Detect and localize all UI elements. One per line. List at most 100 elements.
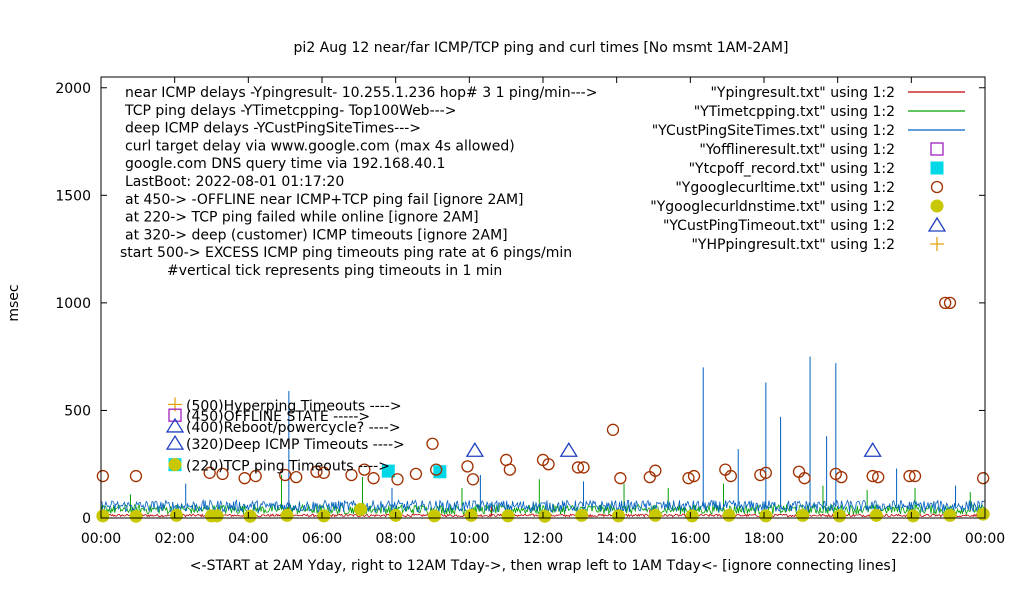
data-point <box>391 473 404 486</box>
series-1 <box>100 474 986 516</box>
annotation-text: at 220-> TCP ping failed while online [i… <box>125 210 479 226</box>
data-point <box>433 465 447 479</box>
legend-swatch <box>930 180 944 194</box>
series-4 <box>381 464 447 479</box>
data-point <box>501 509 515 523</box>
data-point <box>170 508 184 522</box>
axis-layer: 00:00 02:00 04:00 06:00 08:00 10:00 12:00 14:00… <box>55 76 1005 547</box>
data-point <box>210 509 224 523</box>
series-6 <box>96 502 990 523</box>
x-tick-label: 10:00 <box>449 531 489 547</box>
x-axis-label: <-START at 2AM Yday, right to 12AM Tday-… <box>190 558 896 574</box>
legend-entry-label: "YCustPingTimeout.txt" using 1:2 <box>663 218 895 234</box>
annotation-text: google.com DNS query time via 192.168.40… <box>125 156 445 172</box>
data-point <box>464 508 478 522</box>
y-tick-label: 2000 <box>55 81 91 97</box>
annotation-text: at 320-> deep (customer) ICMP timeouts [… <box>125 227 508 243</box>
data-point <box>612 509 626 523</box>
data-point <box>903 469 916 483</box>
x-tick-label: 14:00 <box>596 531 636 547</box>
annotation-text: #vertical tick represents ping timeouts … <box>167 263 502 279</box>
data-point <box>354 502 368 516</box>
marker-label: (220)TCP ping Timeouts ----> <box>186 459 390 475</box>
marker-label-symbol <box>165 417 185 433</box>
annotation-text: LastBoot: 2022-08-01 01:17:20 <box>125 174 344 190</box>
data-point <box>575 508 589 522</box>
annotation-text: deep ICMP delays -YCustPingSiteTimes---> <box>125 121 421 137</box>
data-point <box>430 463 443 476</box>
x-tick-label: 22:00 <box>891 531 931 547</box>
data-point <box>872 470 885 484</box>
legend-entry-label: "YCustPingSiteTimes.txt" using 1:2 <box>652 123 895 139</box>
data-point <box>426 437 439 450</box>
legend-entry-label: "Yofflineresult.txt" using 1:2 <box>699 142 895 158</box>
data-point <box>908 469 922 483</box>
y-tick-label: 500 <box>64 403 91 419</box>
data-point <box>358 463 371 476</box>
legend-entry-label: "Ypingresult.txt" using 1:2 <box>710 85 895 101</box>
x-tick-label: 20:00 <box>817 531 857 547</box>
data-point <box>538 509 552 523</box>
series-2 <box>100 356 986 514</box>
data-point <box>759 466 772 479</box>
marker-layer <box>96 296 990 523</box>
legend-entry-label: "YTimetcpping.txt" using 1:2 <box>694 104 895 120</box>
series-5 <box>96 296 990 486</box>
data-point <box>939 296 952 310</box>
x-tick-label: 08:00 <box>375 531 415 547</box>
data-point <box>571 461 585 474</box>
legend-swatch <box>927 216 947 232</box>
y-tick-label: 1000 <box>55 296 91 312</box>
data-point <box>427 509 441 523</box>
data-point <box>724 469 737 483</box>
data-point <box>96 509 110 523</box>
data-point <box>129 509 143 523</box>
marker-label: (400)Reboot/powercycle? ----> <box>186 420 401 436</box>
annotation-layer: near ICMP delays -Ypingresult- 10.255.1.… <box>120 85 597 475</box>
legend-entry-label: "YHPpingresult.txt" using 1:2 <box>691 237 895 253</box>
marker-label: (500)Hyperping Timeouts ----> <box>186 398 402 414</box>
legend: "Ypingresult.txt" using 1:2 "YTimetcpping… <box>650 85 965 253</box>
legend-swatch <box>930 237 944 251</box>
data-point <box>906 509 920 523</box>
data-point <box>754 468 767 482</box>
chart-title: pi2 Aug 12 near/far ICMP/TCP ping and cu… <box>294 40 789 56</box>
data-point <box>796 508 810 522</box>
data-point <box>216 467 229 481</box>
data-point <box>280 508 294 522</box>
x-tick-label: 00:00 <box>81 531 121 547</box>
data-point <box>381 464 395 478</box>
data-point <box>943 296 957 310</box>
legend-swatch <box>930 199 944 213</box>
data-point <box>367 472 380 485</box>
data-point <box>203 466 216 479</box>
data-point <box>682 472 695 485</box>
data-point <box>606 423 620 436</box>
data-point <box>648 508 662 522</box>
data-point <box>722 508 736 522</box>
data-point <box>649 464 662 477</box>
data-point <box>317 509 331 523</box>
data-point <box>310 465 323 478</box>
data-point <box>345 468 358 482</box>
marker-label-symbol <box>165 434 185 450</box>
marker-label-symbol <box>168 458 182 472</box>
legend-entry-label: "Ytcpoff_record.txt" using 1:2 <box>689 161 895 177</box>
annotation-text: near ICMP delays -Ypingresult- 10.255.1.… <box>125 85 597 101</box>
data-point <box>866 469 879 483</box>
x-tick-label: 00:00 <box>965 531 1005 547</box>
marker-label: (450)OFFLINE STATE -----> <box>186 409 370 425</box>
data-point <box>317 466 330 479</box>
x-tick-label: 16:00 <box>670 531 710 547</box>
y-tick-label: 0 <box>82 511 91 527</box>
data-point <box>466 473 480 486</box>
legend-entry-label: "Ygooglecurltime.txt" using 1:2 <box>675 180 895 196</box>
data-point <box>461 460 474 473</box>
marker-label-symbol <box>168 408 182 422</box>
data-point <box>863 441 882 457</box>
data-point <box>614 472 627 485</box>
data-point <box>129 469 143 483</box>
marker-label: (320)Deep ICMP Timeouts ----> <box>186 437 405 453</box>
y-axis-label: msec <box>6 284 22 321</box>
data-point <box>503 463 517 476</box>
